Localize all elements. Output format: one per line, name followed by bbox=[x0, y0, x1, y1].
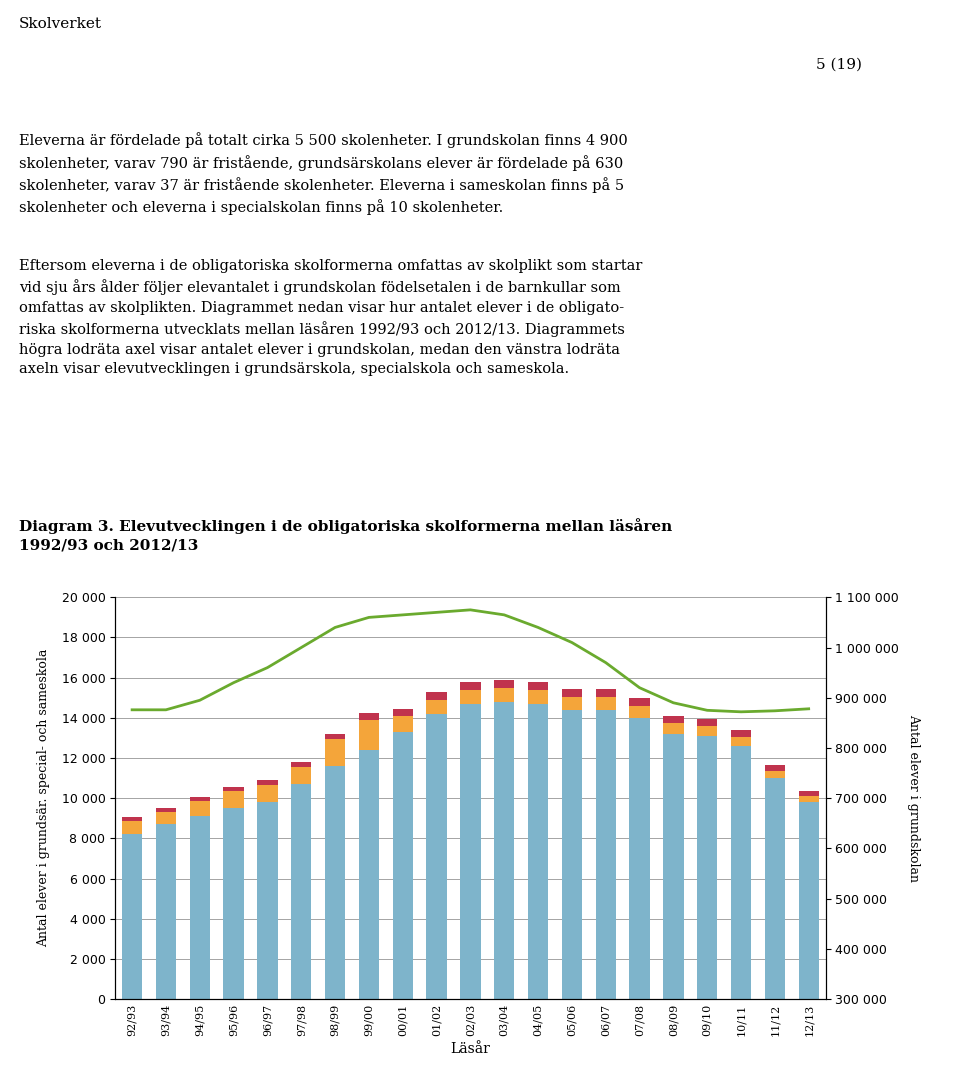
Bar bbox=[460, 690, 481, 704]
Bar bbox=[393, 709, 413, 716]
Text: Eftersom eleverna i de obligatoriska skolformerna omfattas av skolplikt som star: Eftersom eleverna i de obligatoriska sko… bbox=[19, 258, 642, 376]
Bar bbox=[190, 801, 210, 817]
Bar bbox=[426, 699, 446, 714]
Bar bbox=[494, 687, 515, 702]
Bar bbox=[324, 734, 346, 738]
Text: Skolverket: Skolverket bbox=[19, 17, 102, 31]
Bar bbox=[528, 690, 548, 704]
Bar bbox=[595, 710, 616, 999]
Bar bbox=[562, 697, 582, 710]
Bar bbox=[359, 750, 379, 999]
Bar bbox=[765, 765, 785, 771]
Bar bbox=[562, 710, 582, 999]
Text: Eleverna är fördelade på totalt cirka 5 500 skolenheter. I grundskolan finns 4 9: Eleverna är fördelade på totalt cirka 5 … bbox=[19, 132, 628, 215]
Bar bbox=[426, 714, 446, 999]
Bar bbox=[224, 808, 244, 999]
X-axis label: Läsår: Läsår bbox=[450, 1041, 491, 1056]
Y-axis label: Antal elever i grundskolan: Antal elever i grundskolan bbox=[907, 715, 920, 882]
Bar bbox=[528, 704, 548, 999]
Text: Diagram 3. Elevutvecklingen i de obligatoriska skolformerna mellan läsåren
1992/: Diagram 3. Elevutvecklingen i de obligat… bbox=[19, 518, 672, 553]
Bar bbox=[359, 712, 379, 720]
Bar bbox=[393, 716, 413, 732]
Bar bbox=[257, 785, 277, 803]
Bar bbox=[122, 821, 142, 834]
Bar bbox=[257, 780, 277, 785]
Bar bbox=[562, 689, 582, 697]
Bar bbox=[494, 702, 515, 999]
Bar bbox=[697, 736, 717, 999]
Bar bbox=[697, 725, 717, 736]
Bar bbox=[460, 682, 481, 690]
Bar bbox=[291, 784, 311, 999]
Bar bbox=[257, 803, 277, 999]
Bar bbox=[291, 767, 311, 784]
Text: 5 (19): 5 (19) bbox=[816, 58, 862, 72]
Bar bbox=[460, 704, 481, 999]
Bar bbox=[291, 762, 311, 767]
Bar bbox=[595, 689, 616, 697]
Bar bbox=[426, 692, 446, 699]
Bar bbox=[324, 738, 346, 766]
Bar bbox=[156, 812, 176, 824]
Bar bbox=[324, 766, 346, 999]
Bar bbox=[630, 706, 650, 718]
Bar bbox=[224, 787, 244, 792]
Bar bbox=[630, 697, 650, 706]
Bar bbox=[663, 723, 684, 734]
Bar bbox=[663, 716, 684, 723]
Bar bbox=[122, 818, 142, 821]
Bar bbox=[731, 737, 751, 746]
Bar bbox=[393, 732, 413, 999]
Bar bbox=[765, 778, 785, 999]
Y-axis label: Antal elever i grundsär. special- och sameskola: Antal elever i grundsär. special- och sa… bbox=[37, 649, 51, 947]
Bar bbox=[630, 718, 650, 999]
Bar bbox=[122, 834, 142, 999]
Bar bbox=[190, 797, 210, 801]
Bar bbox=[494, 680, 515, 687]
Bar bbox=[731, 730, 751, 737]
Bar bbox=[697, 719, 717, 725]
Bar bbox=[799, 796, 819, 803]
Bar bbox=[359, 720, 379, 750]
Bar bbox=[156, 808, 176, 812]
Bar bbox=[156, 824, 176, 999]
Bar bbox=[663, 734, 684, 999]
Bar bbox=[224, 792, 244, 808]
Bar bbox=[528, 682, 548, 690]
Bar bbox=[731, 746, 751, 999]
Bar bbox=[595, 697, 616, 710]
Bar bbox=[190, 817, 210, 999]
Bar bbox=[765, 771, 785, 778]
Bar bbox=[799, 803, 819, 999]
Bar bbox=[799, 791, 819, 796]
